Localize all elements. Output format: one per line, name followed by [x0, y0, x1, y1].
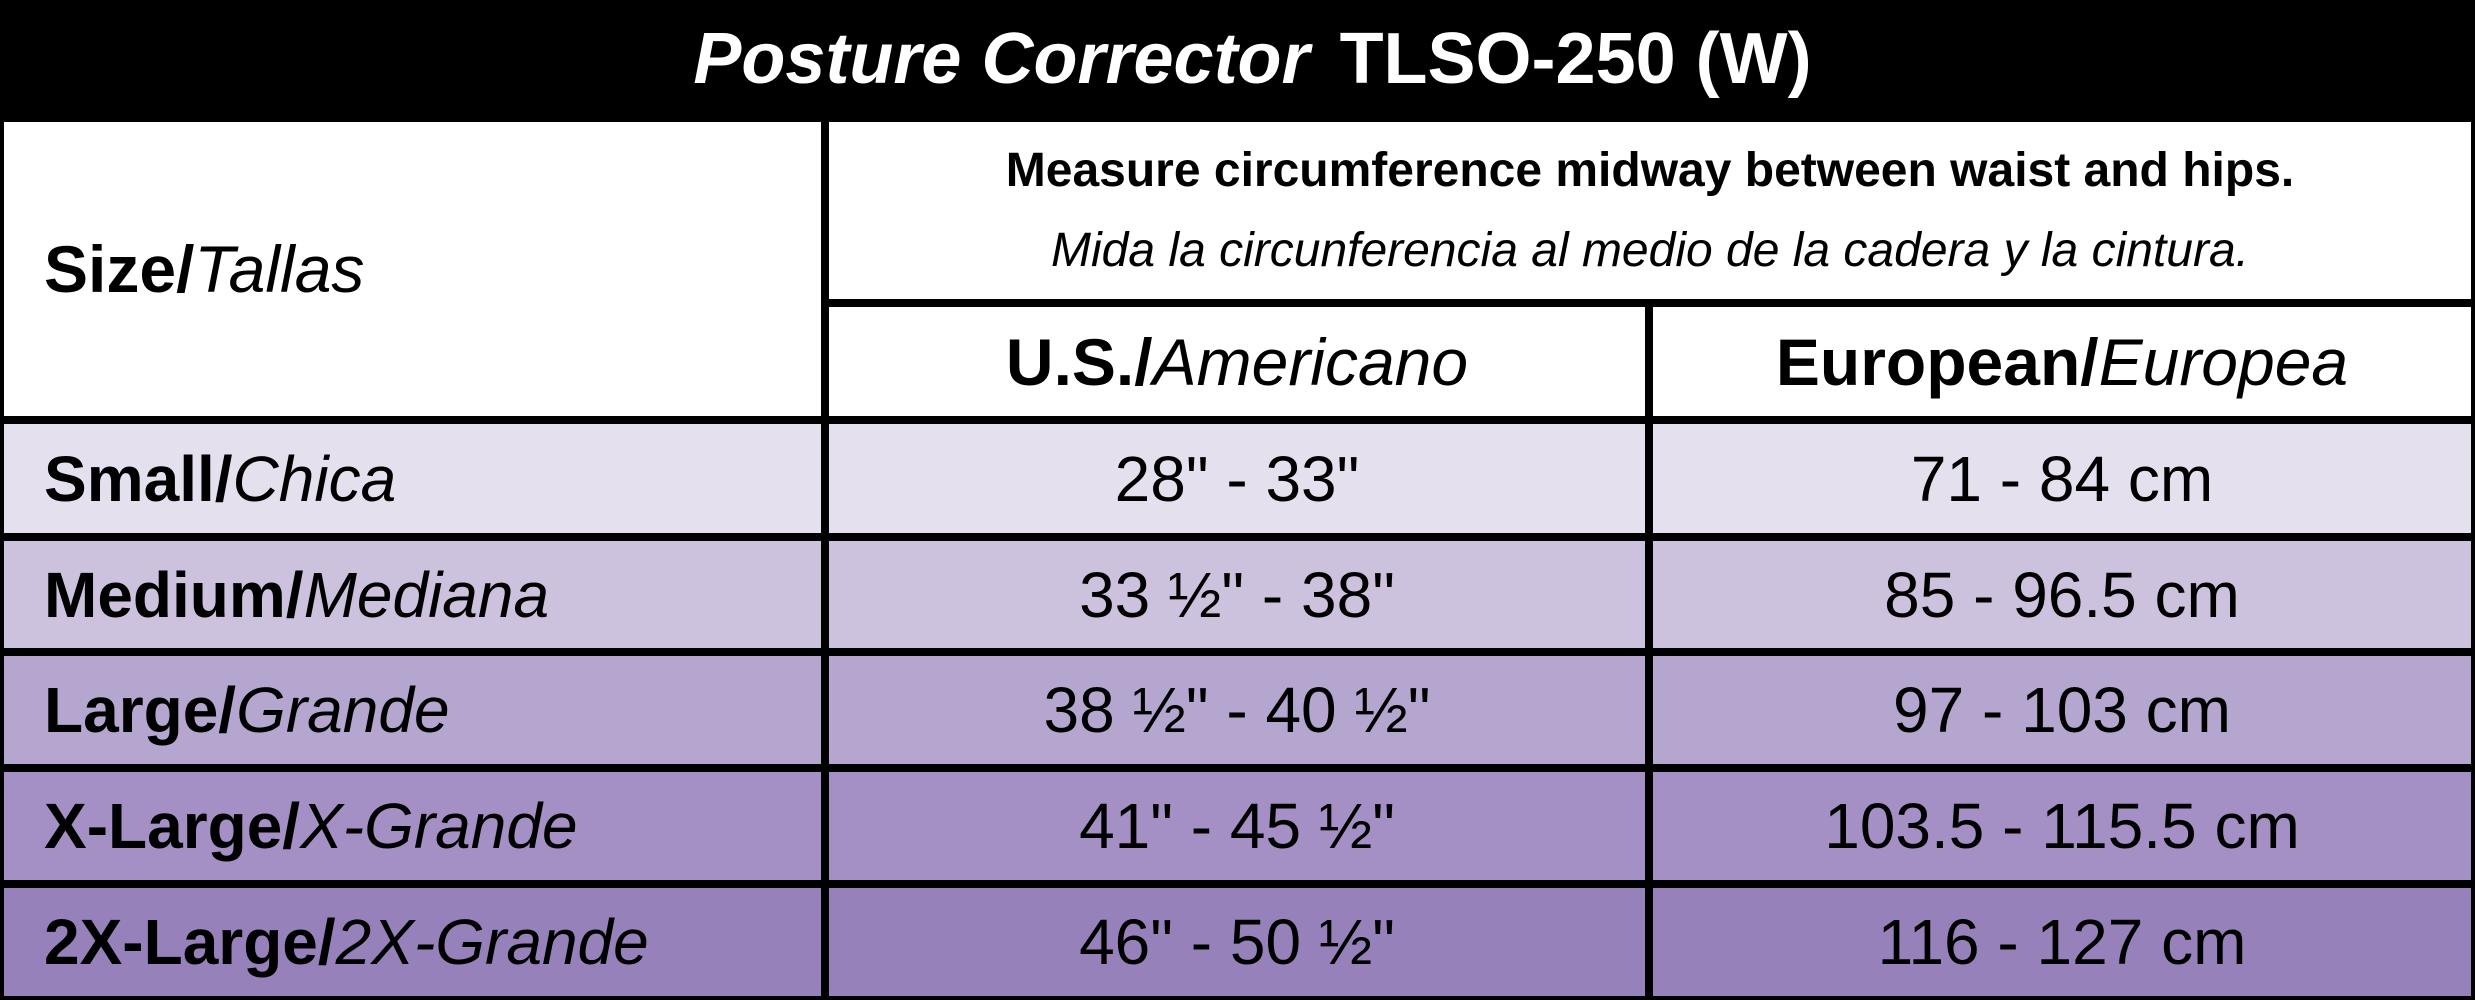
us-range: 46" - 50 ½"	[1079, 906, 1395, 978]
size-header-en: Size/	[44, 232, 195, 306]
size-en: Small/	[44, 442, 233, 515]
title-bar: Posture Corrector TLSO-250 (W)	[0, 0, 2475, 118]
size-es: Chica	[232, 442, 397, 515]
eu-range: 103.5 - 115.5 cm	[1824, 790, 2300, 862]
eu-header-es: Europea	[2098, 324, 2349, 399]
size-en: 2X-Large/	[44, 906, 336, 978]
size-en: X-Large/	[44, 790, 301, 862]
us-header: U.S./Americano	[829, 307, 1645, 416]
us-range: 41" - 45 ½"	[1079, 790, 1395, 862]
size-cell: Small/Chica	[4, 424, 821, 533]
eu-header-en: European/	[1775, 324, 2099, 399]
measure-note: Measure circumference midway between wai…	[829, 122, 2471, 299]
us-header-en: U.S./	[1005, 324, 1153, 399]
measure-note-es: Mida la circunferencia al medio de la ca…	[1051, 223, 2249, 277]
us-range: 28" - 33"	[1114, 442, 1360, 515]
eu-range: 71 - 84 cm	[1910, 442, 2214, 515]
size-es: X-Grande	[300, 790, 578, 862]
title-product: Posture Corrector	[693, 19, 1310, 99]
size-cell: Medium/Mediana	[4, 541, 821, 648]
eu-header: European/Europea	[1653, 307, 2471, 416]
us-range: 33 ½" - 38"	[1079, 558, 1395, 631]
us-cell: 46" - 50 ½"	[829, 888, 1645, 996]
eu-cell: 97 - 103 cm	[1653, 656, 2471, 764]
us-cell: 41" - 45 ½"	[829, 772, 1645, 880]
eu-cell: 71 - 84 cm	[1653, 424, 2471, 533]
eu-cell: 103.5 - 115.5 cm	[1653, 772, 2471, 880]
size-en: Large/	[44, 674, 237, 746]
us-cell: 33 ½" - 38"	[829, 541, 1645, 648]
us-range: 38 ½" - 40 ½"	[1043, 674, 1431, 746]
size-cell: Large/Grande	[4, 656, 821, 764]
size-en: Medium/	[44, 558, 304, 631]
size-es: Mediana	[303, 558, 550, 631]
measure-note-en: Measure circumference midway between wai…	[1005, 143, 2295, 197]
eu-cell: 85 - 96.5 cm	[1653, 541, 2471, 648]
size-es: Grande	[236, 674, 450, 746]
size-header: Size/Tallas	[4, 122, 821, 416]
eu-range: 85 - 96.5 cm	[1884, 558, 2240, 631]
eu-cell: 116 - 127 cm	[1653, 888, 2471, 996]
size-cell: X-Large/X-Grande	[4, 772, 821, 880]
size-es: 2X-Grande	[335, 906, 649, 978]
title-model: TLSO-250 (W)	[1339, 19, 1812, 99]
size-header-es: Tallas	[194, 232, 365, 306]
us-header-es: Americano	[1152, 324, 1469, 399]
eu-range: 116 - 127 cm	[1877, 906, 2247, 978]
us-cell: 38 ½" - 40 ½"	[829, 656, 1645, 764]
eu-range: 97 - 103 cm	[1893, 674, 2231, 746]
us-cell: 28" - 33"	[829, 424, 1645, 533]
size-cell: 2X-Large/2X-Grande	[4, 888, 821, 996]
